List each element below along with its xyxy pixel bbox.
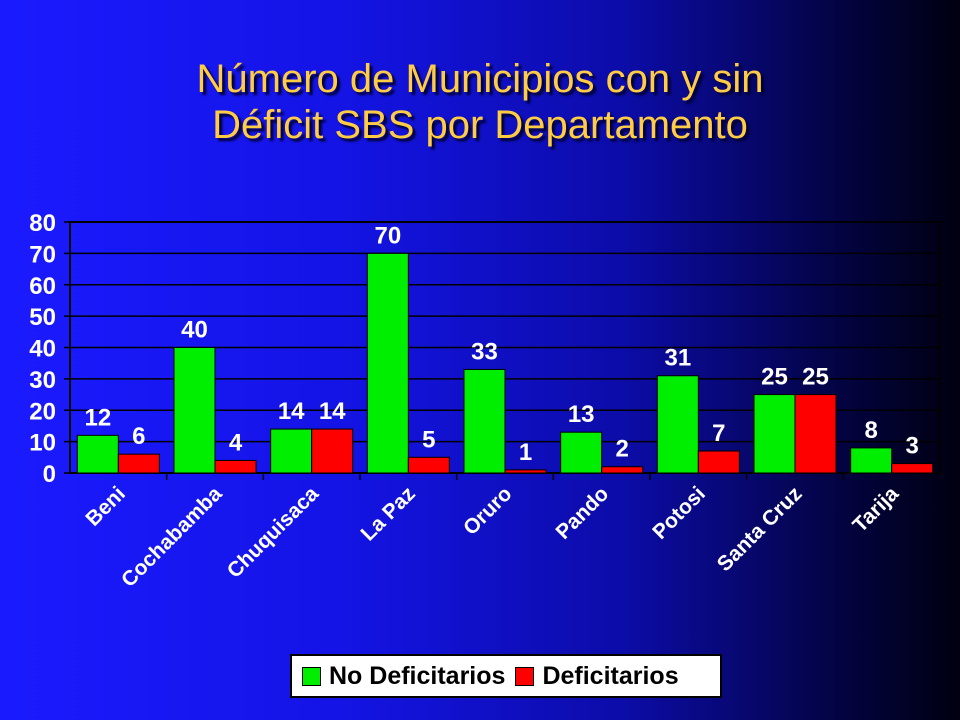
bar <box>463 368 506 474</box>
y-tick-label: 70 <box>29 241 56 268</box>
data-label: 40 <box>181 317 208 344</box>
y-tick-label: 0 <box>43 461 56 488</box>
bar <box>407 456 450 474</box>
data-label: 8 <box>864 417 877 444</box>
bar <box>794 394 837 474</box>
legend-swatch-deficitarios <box>515 666 535 686</box>
legend-label-no-deficitarios: No Deficitarios <box>329 661 506 690</box>
category-label: Cochabamba <box>117 482 227 592</box>
data-label: 6 <box>132 423 145 450</box>
data-label: 70 <box>374 222 401 249</box>
data-label: 5 <box>422 426 435 453</box>
data-label: 2 <box>615 436 628 463</box>
data-label: 14 <box>278 398 305 425</box>
y-tick-label: 50 <box>29 304 56 331</box>
data-label: 1 <box>519 439 532 466</box>
legend-item-no-deficitarios: No Deficitarios <box>302 662 505 691</box>
bar <box>311 428 354 474</box>
y-tick-label: 40 <box>29 336 56 363</box>
category-label: Beni <box>81 482 129 530</box>
y-tick-label: 80 <box>29 210 56 237</box>
data-label: 33 <box>471 338 498 365</box>
category-label: Santa Cruz <box>713 482 807 576</box>
category-label: Pando <box>552 482 614 544</box>
bar <box>656 375 699 474</box>
data-label: 13 <box>568 401 595 428</box>
data-label: 12 <box>84 404 111 431</box>
legend-label-deficitarios: Deficitarios <box>542 661 679 690</box>
legend-item-deficitarios: Deficitarios <box>515 661 679 691</box>
y-tick-label: 60 <box>29 273 56 300</box>
bar <box>560 431 603 474</box>
data-label: 7 <box>712 420 725 447</box>
data-label: 25 <box>761 364 788 391</box>
bar <box>117 453 160 474</box>
bar <box>753 394 796 474</box>
bar <box>850 447 893 474</box>
data-label: 25 <box>802 364 829 391</box>
data-label: 3 <box>905 433 918 460</box>
bar <box>891 463 934 474</box>
data-label: 14 <box>319 398 346 425</box>
bar <box>504 469 547 474</box>
data-label: 31 <box>664 345 691 372</box>
bar <box>173 347 216 474</box>
data-label: 4 <box>229 429 243 456</box>
category-label: La Paz <box>357 482 420 545</box>
bar <box>697 450 740 474</box>
y-tick-label: 20 <box>29 398 56 425</box>
bar <box>214 459 257 474</box>
bar <box>270 428 313 474</box>
category-label: Chuquisaca <box>223 482 324 583</box>
bar <box>76 434 119 474</box>
bar <box>366 252 409 474</box>
category-label: Tarija <box>848 482 903 537</box>
chart-title-line-2: Déficit SBS por Departamento <box>212 103 748 147</box>
y-tick-label: 10 <box>29 430 56 457</box>
chart-title-line-1: Número de Municipios con y sin <box>196 57 764 101</box>
category-label: Potosi <box>648 482 710 544</box>
legend: No Deficitarios Deficitarios <box>290 654 722 698</box>
y-tick-label: 30 <box>29 367 56 394</box>
legend-swatch-no-deficitarios <box>302 666 321 686</box>
chart-title: Número de Municipios con y sin Déficit S… <box>0 56 960 148</box>
bar <box>601 466 644 474</box>
category-label: Oruro <box>459 482 517 540</box>
